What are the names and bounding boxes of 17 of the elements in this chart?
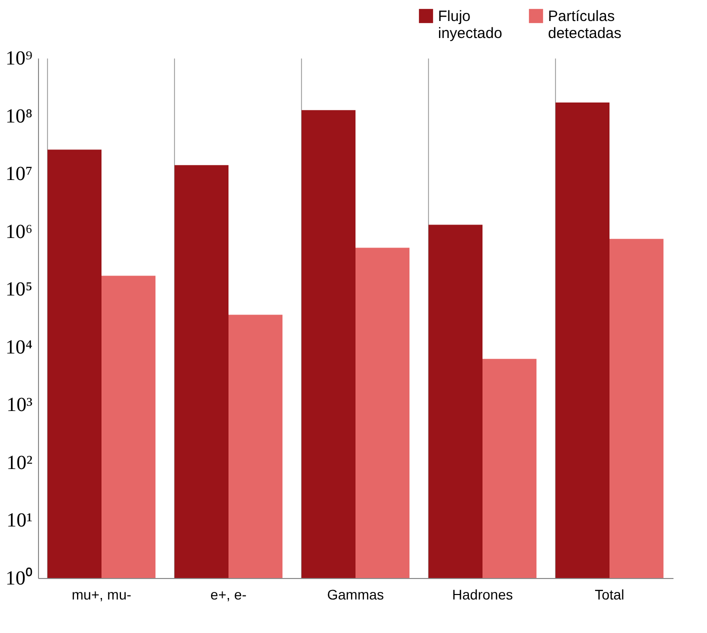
y-tick-label: 10¹: [6, 510, 32, 532]
y-tick-label: 10⁶: [6, 220, 33, 243]
legend-label: Flujo inyectado: [438, 8, 502, 42]
y-tick-label: 10³: [6, 394, 32, 416]
y-tick-label: 10⁰: [6, 566, 32, 590]
x-tick-label: e+, e-: [210, 586, 247, 602]
y-tick-label: 10⁵: [6, 278, 32, 301]
x-tick-label: Gammas: [327, 586, 384, 602]
y-tick-label: 10²: [6, 452, 32, 474]
legend-label: Partículas detectadas: [548, 8, 622, 42]
x-tick-label: mu+, mu-: [72, 586, 132, 602]
y-tick-label: 10⁷: [6, 163, 33, 186]
y-tick-label: 10⁴: [6, 336, 33, 358]
x-tick-label: Hadrones: [452, 586, 513, 602]
y-tick-label: 10⁸: [6, 105, 33, 128]
y-tick-label: 10⁹: [6, 48, 33, 70]
x-tick-label: Total: [594, 586, 624, 602]
